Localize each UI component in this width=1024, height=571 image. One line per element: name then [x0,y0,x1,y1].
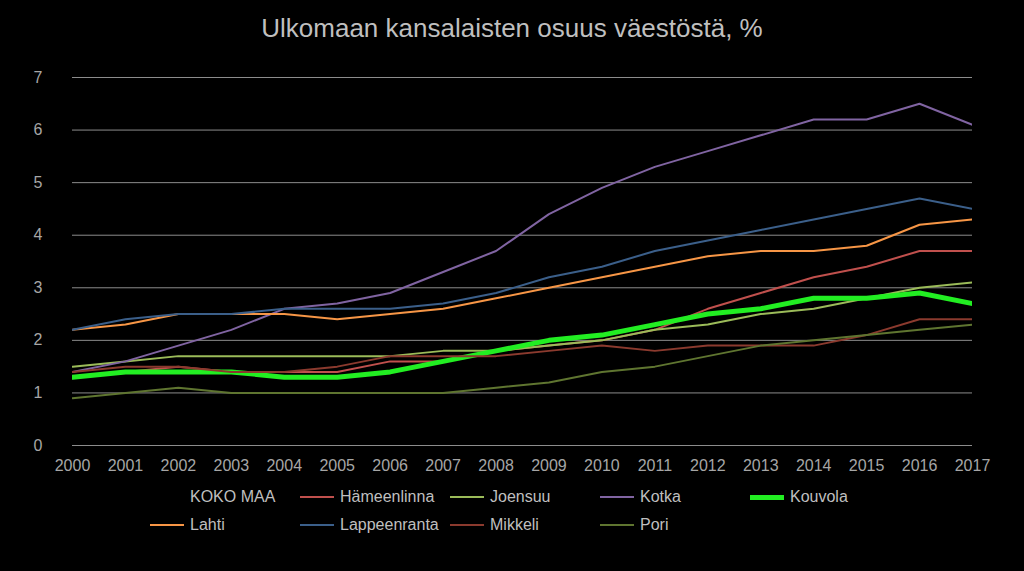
svg-text:7: 7 [34,69,43,86]
svg-text:2001: 2001 [108,457,144,474]
svg-text:4: 4 [34,226,43,243]
svg-text:2017: 2017 [955,457,991,474]
svg-text:2009: 2009 [531,457,567,474]
svg-text:2012: 2012 [690,457,726,474]
svg-text:2013: 2013 [743,457,779,474]
svg-text:2007: 2007 [425,457,461,474]
svg-text:2014: 2014 [796,457,832,474]
svg-text:2002: 2002 [161,457,197,474]
svg-text:2011: 2011 [638,457,673,474]
svg-text:5: 5 [34,174,43,191]
svg-text:2003: 2003 [214,457,250,474]
svg-text:3: 3 [34,279,43,296]
svg-text:2006: 2006 [372,457,408,474]
html-text:Lahti: Lahti [190,516,225,533]
svg-text:2000: 2000 [55,457,91,474]
svg-text:2008: 2008 [478,457,514,474]
svg-text:0: 0 [34,437,43,454]
svg-text:6: 6 [34,121,43,138]
html-text:Pori: Pori [640,516,669,533]
svg-text:2004: 2004 [266,457,302,474]
svg-text:2010: 2010 [584,457,620,474]
svg-text:1: 1 [34,384,43,401]
html-text:Joensuu: Joensuu [490,488,551,505]
svg-text:2016: 2016 [902,457,938,474]
svg-text:2015: 2015 [849,457,885,474]
svg-text:2005: 2005 [319,457,355,474]
html-text:Hämeenlinna: Hämeenlinna [340,488,435,505]
html-text:Lappeenranta: Lappeenranta [340,516,439,533]
html-text:Kouvola: Kouvola [790,488,848,505]
html-text:KOKO MAA: KOKO MAA [190,488,276,505]
svg-text:2: 2 [34,331,43,348]
html-text:Mikkeli: Mikkeli [490,516,539,533]
html-text:Kotka: Kotka [640,488,681,505]
html-text:Ulkomaan kansalaisten osuus vä: Ulkomaan kansalaisten osuus väestöstä, % [261,13,763,43]
